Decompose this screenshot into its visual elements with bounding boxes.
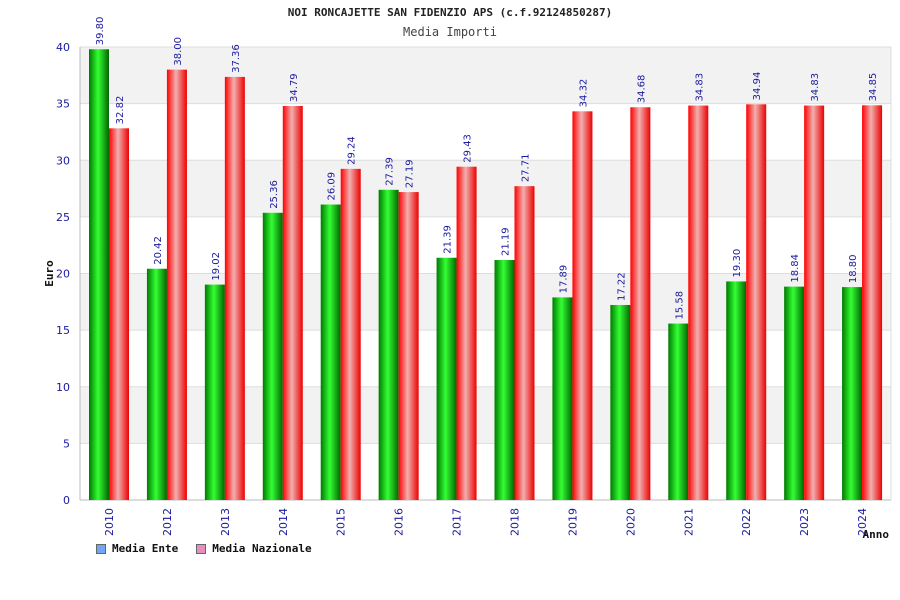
bar-media-ente [668, 323, 689, 500]
data-label: 25.36 [269, 180, 280, 209]
x-tick-label: 2023 [798, 508, 811, 536]
x-tick-label: 2015 [335, 508, 348, 536]
data-label: 32.82 [115, 96, 126, 125]
bar-media-nazionale [224, 76, 245, 500]
y-axis-label: Euro [43, 260, 56, 287]
x-tick-label: 2017 [451, 508, 464, 536]
x-tick-label: 2014 [277, 508, 290, 536]
y-tick-label: 5 [63, 437, 70, 450]
x-tick-label: 2021 [682, 508, 695, 536]
bar-media-ente [842, 287, 863, 500]
bar-media-nazionale [688, 105, 709, 501]
bar-media-nazionale [166, 69, 187, 501]
data-label: 34.85 [868, 73, 879, 102]
bar-media-ente [378, 189, 399, 501]
x-tick-label: 2018 [509, 508, 522, 536]
x-tick-label: 2013 [219, 508, 232, 536]
grid-band [80, 47, 891, 104]
chart-subtitle: Media Importi [403, 25, 497, 39]
bar-media-ente [494, 260, 515, 500]
bar-media-ente [784, 286, 805, 500]
legend-item-nazionale: Media Nazionale [196, 542, 312, 555]
data-label: 18.84 [790, 254, 801, 283]
legend-swatch-nazionale [196, 543, 207, 554]
x-tick-label: 2024 [856, 508, 869, 536]
bar-media-nazionale [514, 186, 535, 500]
bar-media-nazionale [862, 105, 883, 500]
x-tick-label: 2020 [624, 508, 637, 536]
bar-media-nazionale [746, 104, 767, 500]
legend-swatch-ente [96, 543, 106, 554]
bar-media-ente [552, 297, 573, 500]
data-label: 17.22 [616, 272, 627, 301]
data-label: 19.02 [211, 252, 222, 281]
data-label: 27.39 [385, 157, 396, 186]
data-label: 34.79 [289, 73, 300, 102]
data-label: 34.83 [810, 73, 821, 102]
bar-media-nazionale [804, 105, 825, 501]
bar-media-ente [204, 284, 225, 500]
bar-media-nazionale [572, 111, 593, 501]
y-tick-label: 35 [56, 98, 70, 111]
bar-media-nazionale [456, 166, 477, 500]
data-label: 15.58 [674, 291, 685, 320]
data-label: 29.43 [463, 134, 474, 163]
legend-item-ente: Media Ente [96, 542, 178, 555]
x-tick-label: 2010 [103, 508, 116, 536]
data-label: 26.09 [327, 172, 338, 201]
chart-legend: Media Ente Media Nazionale [96, 542, 312, 555]
data-label: 39.80 [95, 17, 106, 46]
data-label: 27.71 [521, 154, 532, 183]
y-tick-label: 30 [56, 154, 70, 167]
bar-media-nazionale [282, 106, 303, 501]
data-label: 38.00 [173, 37, 184, 66]
legend-label-ente: Media Ente [112, 542, 179, 555]
bar-media-nazionale [398, 192, 419, 501]
data-label: 18.80 [848, 254, 859, 283]
y-tick-label: 40 [56, 41, 70, 54]
bar-media-nazionale [630, 107, 651, 501]
data-label: 34.32 [578, 79, 589, 108]
y-tick-label: 25 [56, 211, 70, 224]
bar-media-ente [320, 204, 341, 500]
bar-media-ente [726, 281, 747, 500]
y-tick-label: 15 [56, 324, 70, 337]
data-label: 17.89 [558, 265, 569, 294]
x-axis-label: Anno [863, 528, 890, 541]
bar-media-ente [436, 257, 457, 500]
x-tick-label: 2012 [161, 508, 174, 536]
x-tick-label: 2016 [393, 508, 406, 536]
y-tick-label: 0 [63, 494, 70, 507]
bar-media-nazionale [109, 128, 129, 500]
data-label: 34.83 [694, 73, 705, 102]
data-label: 19.30 [732, 249, 743, 278]
bar-media-nazionale [340, 168, 361, 500]
data-label: 20.42 [153, 236, 164, 265]
y-tick-label: 20 [56, 268, 70, 281]
data-label: 37.36 [231, 44, 242, 73]
grid-band [80, 273, 891, 331]
bar-media-ente [610, 304, 631, 500]
x-tick-label: 2019 [566, 508, 579, 536]
data-label: 34.94 [752, 72, 763, 101]
grid-band [80, 386, 891, 444]
data-label: 27.19 [405, 159, 416, 188]
grid-band [80, 160, 891, 217]
y-tick-label: 10 [56, 381, 70, 394]
data-label: 29.24 [347, 136, 358, 165]
bar-media-ente [89, 49, 109, 500]
data-label: 34.68 [636, 75, 647, 104]
legend-label-nazionale: Media Nazionale [212, 542, 312, 555]
bar-media-ente [262, 212, 283, 500]
bar-media-ente [146, 268, 167, 500]
data-label: 21.39 [443, 225, 454, 254]
chart-title: NOI RONCAJETTE SAN FIDENZIO APS (c.f.921… [287, 6, 613, 19]
x-tick-label: 2022 [740, 508, 753, 536]
data-label: 21.19 [501, 227, 512, 256]
